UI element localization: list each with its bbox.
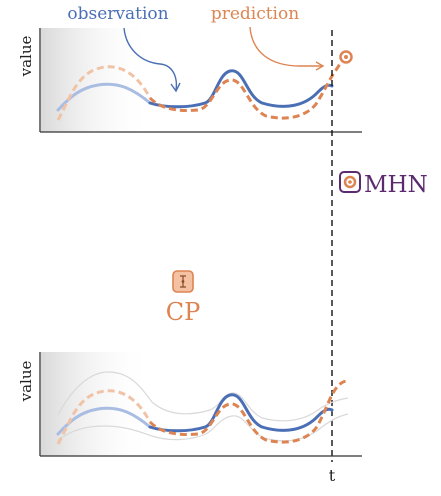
top-y-axis-label: value: [17, 36, 35, 78]
top-prediction-line: [148, 55, 347, 120]
bottom-upper-bound: [57, 371, 349, 422]
cp-block: CP: [166, 270, 201, 326]
observation-arrowhead-icon: [170, 82, 181, 93]
prediction-point-center: [344, 55, 348, 59]
top-prediction-faded: [56, 65, 152, 121]
observation-label: observation: [67, 4, 168, 24]
bottom-prediction-faded: [56, 389, 152, 445]
bottom-y-axis-label: value: [17, 361, 35, 403]
mhn-label: MHN: [364, 172, 428, 198]
mhn-icon-dot: [348, 180, 352, 184]
bottom-prediction-line: [148, 379, 349, 444]
bottom-observation-line: [148, 393, 334, 433]
bottom-history-fade: [41, 352, 151, 456]
time-marker-label: t: [329, 466, 336, 485]
top-observation-line: [148, 69, 334, 109]
top-panel: observation prediction value: [17, 4, 362, 133]
top-history-fade: [41, 28, 151, 132]
interval-icon-center: [181, 280, 185, 283]
prediction-arrowhead-icon: [315, 61, 325, 71]
prediction-pointer-arrow: [249, 26, 322, 67]
cp-label: CP: [166, 298, 201, 326]
bottom-panel: value: [17, 352, 362, 457]
prediction-label: prediction: [211, 4, 299, 24]
observation-pointer-arrow: [123, 27, 178, 91]
mhn-block: MHN: [339, 171, 428, 198]
bottom-lower-bound: [57, 413, 349, 442]
